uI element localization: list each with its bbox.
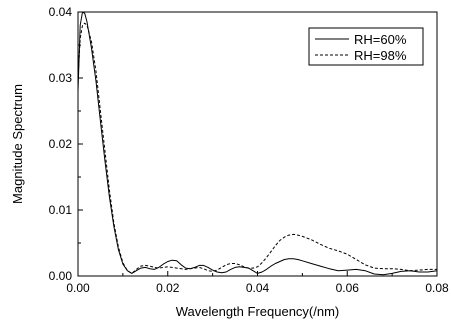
y-tick-label: 0.04 (49, 5, 73, 19)
y-tick-label: 0.02 (49, 137, 73, 151)
y-tick-label: 0.00 (49, 269, 73, 283)
x-tick-label: 0.06 (336, 281, 360, 295)
series-line-rh-98 (77, 22, 437, 274)
legend-label-rh-98: RH=98% (354, 48, 407, 63)
x-tick-label: 0.08 (425, 281, 449, 295)
x-tick-label: 0.02 (156, 281, 180, 295)
ticks-layer: 0.00 0.02 0.04 0.06 0.08 0.00 0.01 0.02 0.03 0.04 (49, 5, 449, 295)
legend-box (308, 27, 424, 66)
x-tick-label: 0.00 (66, 281, 90, 295)
legend-label-rh-60: RH=60% (354, 32, 407, 47)
y-axis-label: Magnitude Spectrum (10, 84, 25, 204)
legend: RH=60% RH=98% (308, 27, 424, 66)
series-line-rh-60 (77, 11, 438, 276)
y-tick-label: 0.01 (49, 203, 73, 217)
y-tick-label: 0.03 (49, 71, 73, 85)
x-tick-label: 0.04 (246, 281, 270, 295)
series-layer (77, 11, 438, 276)
x-axis-label: Wavelength Frequency(/nm) (176, 304, 340, 319)
